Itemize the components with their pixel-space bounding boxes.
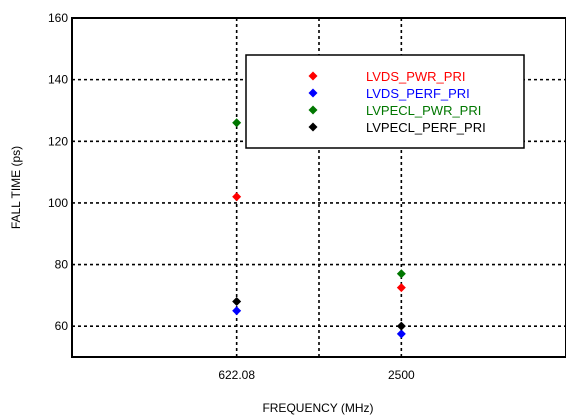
legend-marker	[308, 105, 318, 115]
data-point	[232, 192, 242, 202]
x-tick-label: 2500	[388, 368, 415, 382]
data-point	[396, 329, 406, 339]
legend-entry: LVDS_PERF_PRI	[366, 86, 470, 101]
x-tick-label: 622.08	[218, 368, 255, 382]
data-point	[232, 297, 242, 307]
legend-box	[245, 54, 525, 149]
legend-entry: LVPECL_PERF_PRI	[366, 120, 486, 135]
data-point	[396, 321, 406, 331]
legend-marker	[308, 122, 318, 132]
data-point	[396, 283, 406, 293]
data-point	[232, 306, 242, 316]
legend-marker	[308, 88, 318, 98]
plot-frame	[71, 17, 566, 358]
y-tick-label: 60	[55, 319, 69, 333]
legend-marker	[308, 71, 318, 81]
y-tick-label: 80	[55, 258, 69, 272]
legend-entry: LVDS_PWR_PRI	[366, 69, 465, 84]
y-tick-label: 100	[48, 196, 68, 210]
y-tick-label: 120	[48, 134, 68, 148]
y-tick-label: 160	[48, 11, 68, 25]
data-points	[232, 118, 406, 339]
legend-entry: LVPECL_PWR_PRI	[366, 103, 481, 118]
y-axis-ticks: 60 80 100 120 140 160	[48, 11, 68, 333]
y-tick-label: 140	[48, 73, 68, 87]
y-axis-label: FALL TIME (ps)	[9, 146, 23, 229]
data-point	[232, 118, 242, 128]
legend: LVDS_PWR_PRI LVDS_PERF_PRI LVPECL_PWR_PRI L…	[245, 54, 525, 149]
data-point	[396, 269, 406, 279]
x-axis-ticks: 622.08 2500	[218, 368, 415, 382]
x-axis-label: FREQUENCY (MHz)	[262, 401, 373, 415]
